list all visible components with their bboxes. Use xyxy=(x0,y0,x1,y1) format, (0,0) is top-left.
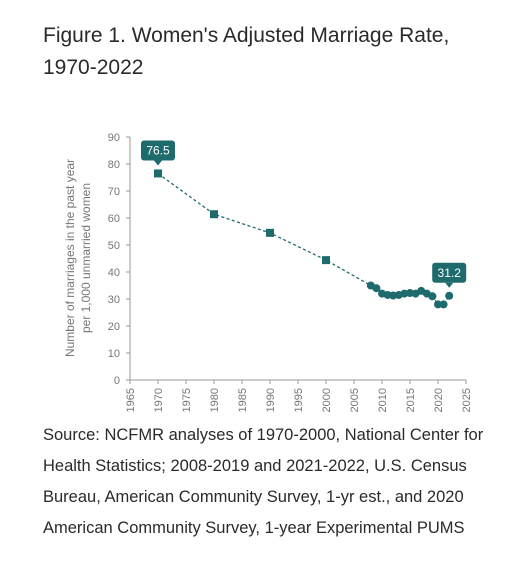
y-tick-label: 0 xyxy=(114,375,120,387)
data-point xyxy=(210,210,218,219)
x-tick-label: 2010 xyxy=(377,388,389,412)
y-tick-label: 40 xyxy=(108,267,120,279)
data-point xyxy=(445,291,454,300)
data-point xyxy=(154,169,162,178)
x-tick-label: 1985 xyxy=(237,388,249,412)
data-label-pointer xyxy=(154,160,162,166)
series-line xyxy=(157,172,450,306)
data-point xyxy=(439,300,448,309)
marriage-rate-chart: Number of marriages in the past year per… xyxy=(63,132,473,412)
x-tick-label: 2025 xyxy=(461,388,473,412)
chart-axes: 0 10 20 30 40 50 60 70 80 90 1965 1970 1975 1980 1985 1… xyxy=(108,132,473,412)
source-note: Source: NCFMR analyses of 1970-2000, Nat… xyxy=(43,426,484,537)
data-point xyxy=(372,284,381,293)
y-tick-label: 80 xyxy=(108,159,120,171)
x-tick-label: 1965 xyxy=(125,388,137,412)
x-tick-label: 2000 xyxy=(321,388,333,412)
y-tick-label: 20 xyxy=(108,321,120,333)
data-label: 76.5 xyxy=(146,143,170,157)
y-axis-label-line2: per 1,000 unmarried women xyxy=(79,183,93,333)
data-label-box xyxy=(432,262,467,283)
figure-title: Figure 1. Women's Adjusted Marriage Rate… xyxy=(43,24,450,79)
x-tick-label: 2005 xyxy=(349,388,361,412)
y-tick-label: 30 xyxy=(108,294,120,306)
y-axis-label-line1: Number of marriages in the past year xyxy=(63,159,77,357)
y-tick-label: 90 xyxy=(108,132,120,144)
data-label-box xyxy=(141,140,175,161)
x-tick-label: 1975 xyxy=(181,388,193,412)
data-point xyxy=(434,300,442,309)
x-tick-label: 1995 xyxy=(293,388,305,412)
data-point xyxy=(266,228,274,237)
y-tick-label: 70 xyxy=(108,186,120,198)
x-tick-label: 2015 xyxy=(405,388,417,412)
data-label: 31.2 xyxy=(438,266,462,280)
x-tick-label: 2020 xyxy=(433,388,445,412)
chart-plot-area: 76.5 31.2 xyxy=(141,140,467,309)
x-tick-label: 1970 xyxy=(153,388,165,412)
y-tick-label: 60 xyxy=(108,213,120,225)
data-label-pointer xyxy=(445,282,454,288)
data-point xyxy=(322,256,330,265)
y-tick-label: 50 xyxy=(108,240,120,252)
data-point xyxy=(428,292,437,301)
x-tick-label: 1990 xyxy=(265,388,277,412)
y-tick-label: 10 xyxy=(108,348,120,360)
x-tick-label: 1980 xyxy=(209,388,221,412)
